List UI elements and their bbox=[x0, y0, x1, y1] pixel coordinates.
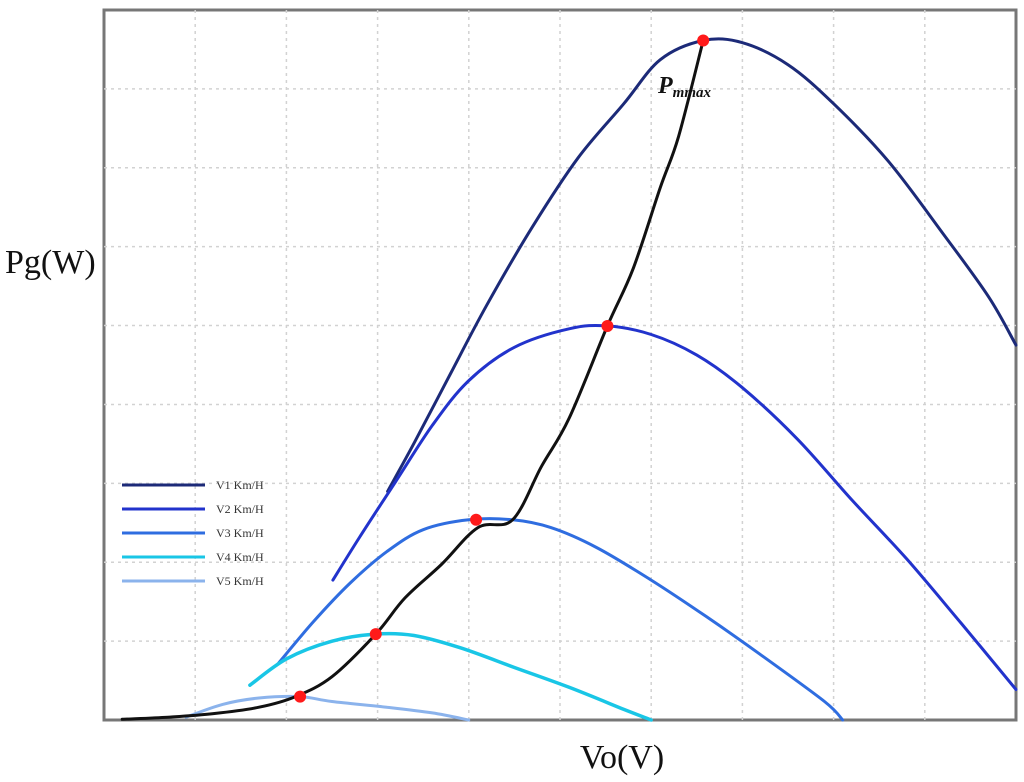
pmax-annotation-sub: mmax bbox=[673, 85, 712, 101]
legend-label: V2 Km/H bbox=[216, 502, 264, 516]
series-line-2 bbox=[331, 323, 1018, 691]
max-power-curve bbox=[120, 39, 705, 721]
grid bbox=[104, 10, 1016, 720]
max-power-marker bbox=[294, 690, 307, 703]
legend: V1 Km/H V2 Km/H V3 Km/H V4 Km/H V5 Km/H bbox=[122, 478, 264, 588]
max-power-marker bbox=[601, 319, 614, 332]
series-line-1 bbox=[386, 37, 1018, 493]
series-line-3 bbox=[275, 517, 845, 722]
pmax-annotation-main: P bbox=[657, 73, 673, 99]
legend-label: V4 Km/H bbox=[216, 550, 264, 564]
legend-label: V1 Km/H bbox=[216, 478, 264, 492]
series-layer bbox=[120, 37, 1018, 722]
max-power-marker bbox=[697, 34, 710, 47]
series-line-4 bbox=[248, 631, 653, 722]
plot-area bbox=[102, 8, 1018, 722]
pmax-annotation: Pmmax bbox=[657, 73, 712, 101]
series-line-5 bbox=[184, 694, 471, 722]
legend-label: V3 Km/H bbox=[216, 526, 264, 540]
y-axis-label: Pg(W) bbox=[5, 244, 96, 281]
marker-layer bbox=[294, 34, 710, 703]
max-power-marker bbox=[369, 628, 382, 641]
x-axis-label: Vo(V) bbox=[580, 739, 664, 776]
max-power-marker bbox=[470, 513, 483, 526]
legend-label: V5 Km/H bbox=[216, 574, 264, 588]
